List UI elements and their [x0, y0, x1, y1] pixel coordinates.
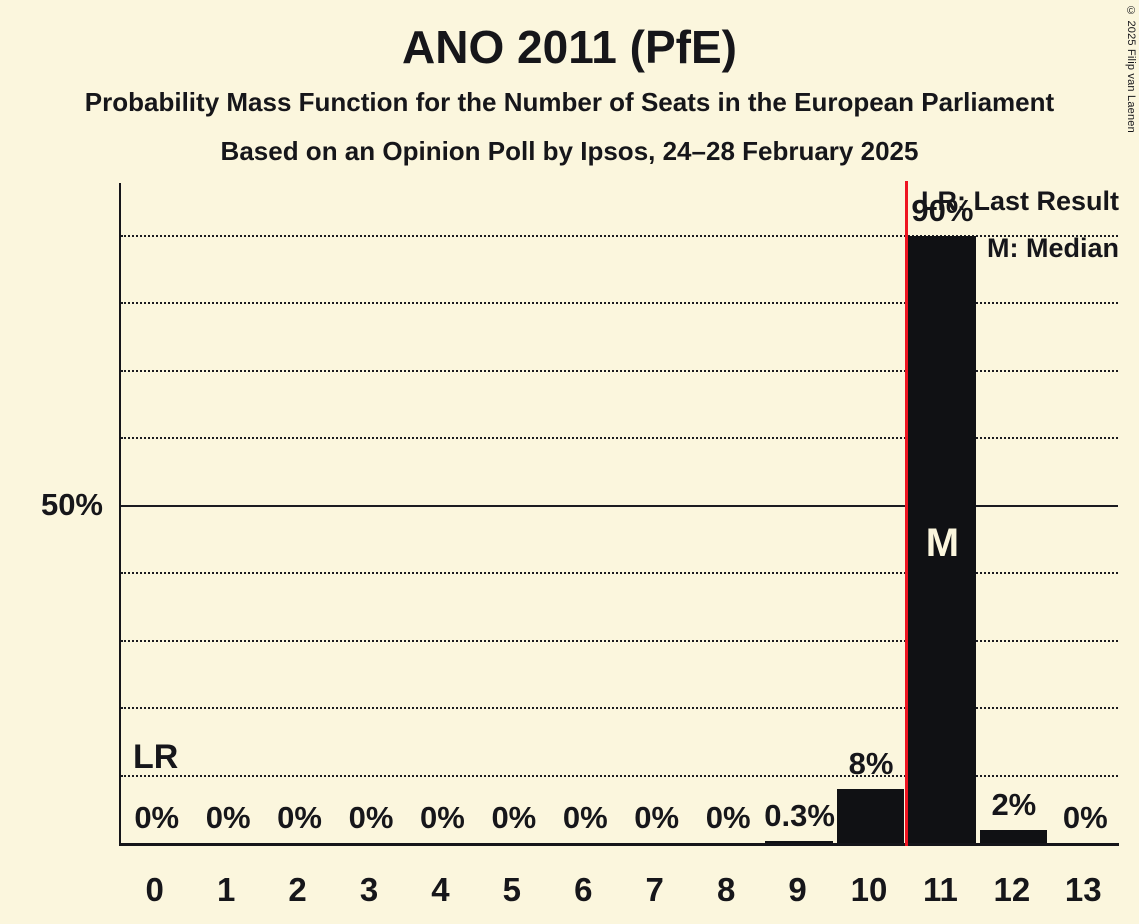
- bar-seat-11: [908, 236, 976, 843]
- gridline-20pct: [121, 707, 1118, 710]
- gridline-80pct: [121, 302, 1118, 305]
- last-result-line: [905, 181, 909, 846]
- bar-value-label-8: 0%: [705, 799, 751, 835]
- copyright-notice: © 2025 Filip van Laenen: [1125, 5, 1137, 133]
- bar-value-label-4: 0%: [420, 799, 465, 835]
- x-axis-tick-label-0: 0: [145, 871, 164, 908]
- chart-subtitle: Probability Mass Function for the Number…: [84, 87, 1055, 117]
- last-result-label: LR: [133, 737, 179, 776]
- x-axis-tick-label-7: 7: [645, 871, 664, 908]
- legend-last-result: LR: Last Result: [920, 186, 1119, 216]
- bar-value-label-9: 0.3%: [764, 797, 835, 833]
- x-axis-tick-label-8: 8: [716, 871, 736, 908]
- gridline-50pct: [121, 504, 1118, 507]
- x-axis-tick-label-11: 11: [922, 871, 958, 908]
- gridline-90pct: [121, 234, 1118, 237]
- x-axis-tick-label-4: 4: [431, 871, 450, 908]
- bar-seat-10: [836, 789, 905, 843]
- bar-value-label-5: 0%: [491, 799, 537, 835]
- x-axis-tick-label-5: 5: [502, 871, 522, 908]
- bar-value-label-2: 0%: [277, 799, 322, 835]
- x-axis-tick-label-1: 1: [216, 871, 236, 908]
- legend-median: M: Median: [987, 233, 1119, 263]
- x-axis-tick-label-13: 13: [1064, 871, 1102, 908]
- bar-seat-9: [765, 841, 833, 843]
- bar-value-label-7: 0%: [634, 799, 680, 835]
- bar-value-label-10: 8%: [848, 745, 894, 781]
- bar-value-label-12: 2%: [991, 786, 1037, 822]
- x-axis-tick-label-6: 6: [574, 871, 593, 908]
- bar-value-label-0: 0%: [134, 799, 180, 835]
- gridline-70pct: [121, 369, 1118, 372]
- gridline-60pct: [121, 437, 1118, 440]
- gridline-30pct: [121, 639, 1118, 642]
- bar-value-label-1: 0%: [205, 799, 251, 835]
- bar-seat-12: [979, 830, 1048, 843]
- y-axis-tick-label: 50%: [40, 487, 103, 522]
- x-axis-tick-label-2: 2: [288, 871, 307, 908]
- gridline-40pct: [121, 572, 1118, 575]
- x-axis-tick-label-10: 10: [850, 871, 888, 908]
- bar-value-label-13: 0%: [1062, 799, 1108, 835]
- plot-area: 0% 0% 0% 0% 0% 0% 0% 0% 0% 0.3% 8% 90% 2% 0% LR M: [119, 181, 1119, 846]
- bar-value-label-3: 0%: [348, 799, 394, 835]
- x-axis-tick-label-9: 9: [788, 871, 807, 908]
- bar-value-label-11: 90%: [911, 192, 974, 228]
- bar-value-label-6: 0%: [562, 799, 608, 835]
- x-axis: 0 1 2 3 4 5 6 7 8 9 10 11 12 13: [119, 871, 1119, 911]
- x-axis-tick-label-12: 12: [993, 871, 1031, 908]
- x-axis-tick-label-3: 3: [359, 871, 379, 908]
- chart-source-line: Based on an Opinion Poll by Ipsos, 24–28…: [220, 136, 919, 166]
- chart-title: ANO 2011 (PfE): [402, 21, 737, 73]
- gridline-10pct: [121, 774, 1118, 777]
- median-label: M: [925, 520, 960, 565]
